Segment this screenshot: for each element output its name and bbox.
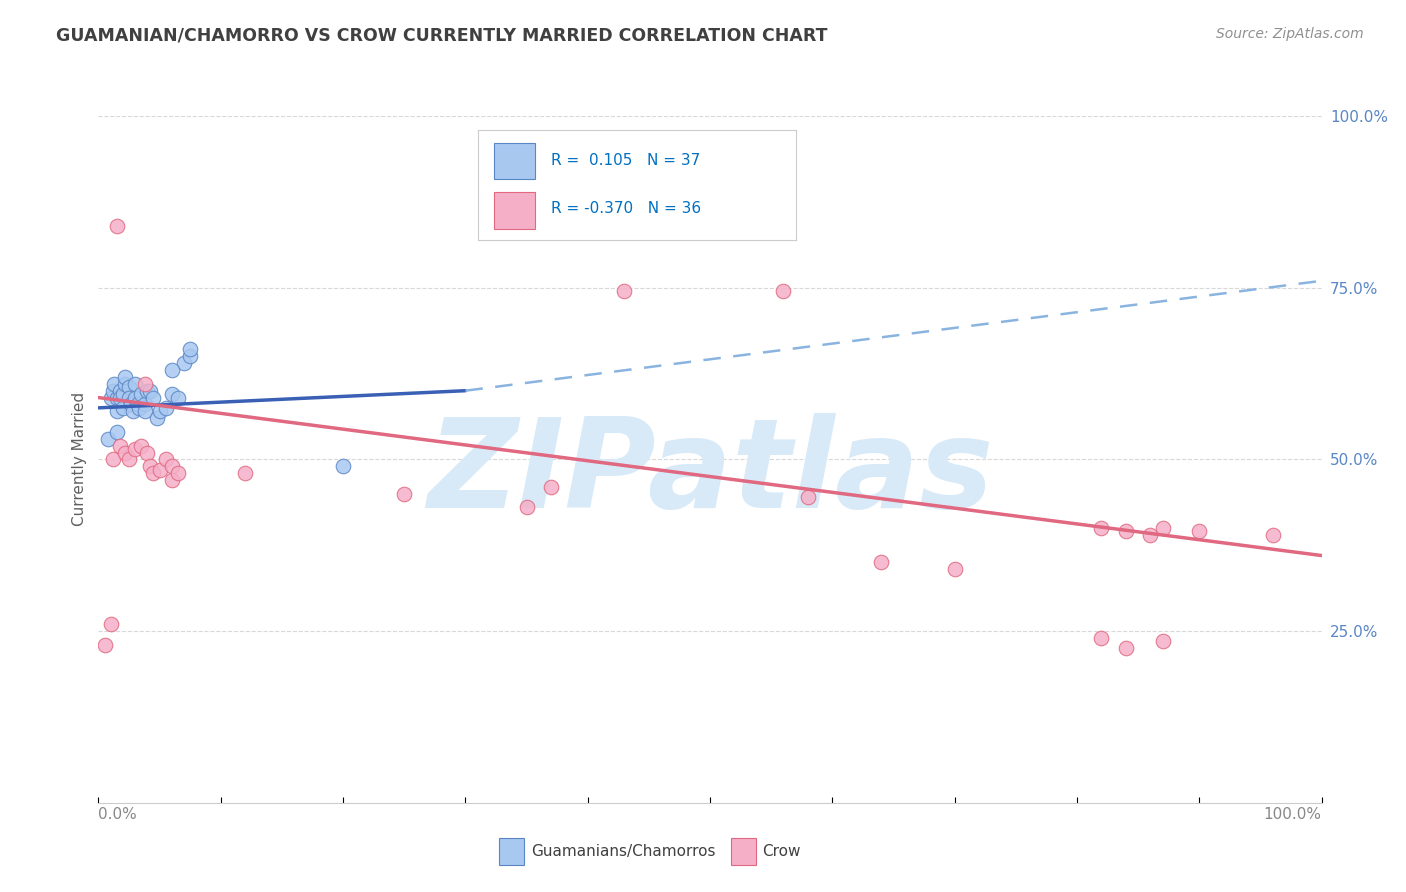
Point [111, 387, 134, 401]
Point [110, 384, 132, 398]
Point [97, 432, 120, 446]
Point [114, 370, 136, 384]
Point [139, 384, 162, 398]
Point [110, 391, 132, 405]
Point [613, 284, 636, 298]
Point [233, 466, 256, 480]
Point [160, 387, 183, 401]
Point [114, 445, 136, 459]
Point [114, 376, 136, 391]
Point [772, 284, 794, 298]
Text: GUAMANIAN/CHAMORRO VS CROW CURRENTLY MARRIED CORRELATION CHART: GUAMANIAN/CHAMORRO VS CROW CURRENTLY MAR… [56, 27, 828, 45]
Point [1152, 521, 1174, 535]
Point [136, 384, 159, 398]
Text: Crow: Crow [762, 845, 800, 859]
Point [129, 439, 152, 453]
Point [1188, 524, 1211, 539]
Point [392, 487, 416, 501]
Point [155, 452, 177, 467]
Text: 0.0%: 0.0% [98, 807, 138, 822]
Point [173, 356, 195, 370]
Text: ZIPatlas: ZIPatlas [427, 413, 993, 533]
Point [100, 391, 122, 405]
Point [540, 480, 562, 494]
Point [110, 439, 132, 453]
Point [149, 463, 172, 477]
Point [124, 376, 146, 391]
Point [118, 452, 141, 467]
Point [139, 459, 162, 474]
Point [118, 391, 141, 405]
Point [134, 404, 156, 418]
Point [167, 466, 190, 480]
Point [124, 442, 146, 456]
Point [127, 397, 149, 411]
Point [179, 343, 201, 357]
Point [105, 391, 128, 405]
Point [105, 404, 128, 418]
Point [118, 380, 141, 394]
Point [142, 391, 165, 405]
Point [1115, 524, 1137, 539]
Point [1090, 631, 1112, 645]
Point [101, 452, 124, 467]
Point [105, 425, 128, 439]
Point [103, 376, 125, 391]
Text: Source: ZipAtlas.com: Source: ZipAtlas.com [1216, 27, 1364, 41]
Point [120, 397, 142, 411]
Point [1115, 641, 1137, 656]
Point [179, 350, 201, 364]
Y-axis label: Currently Married: Currently Married [72, 392, 87, 526]
Point [142, 466, 165, 480]
Point [160, 363, 183, 377]
Point [1152, 634, 1174, 648]
Point [1139, 528, 1161, 542]
Point [146, 411, 169, 425]
Point [515, 500, 537, 515]
Point [160, 459, 183, 474]
Point [870, 555, 893, 570]
Point [100, 617, 122, 632]
Point [1261, 528, 1284, 542]
Point [124, 391, 146, 405]
Point [136, 445, 159, 459]
Point [332, 459, 354, 474]
Point [111, 401, 134, 415]
Point [134, 397, 156, 411]
Point [943, 562, 966, 576]
Point [101, 384, 124, 398]
Point [121, 404, 143, 418]
Point [1090, 521, 1112, 535]
Point [167, 391, 190, 405]
Text: Guamanians/Chamorros: Guamanians/Chamorros [531, 845, 716, 859]
Point [160, 473, 183, 487]
Point [105, 219, 128, 233]
Point [797, 490, 820, 504]
Point [134, 376, 156, 391]
Point [128, 401, 150, 415]
Text: 100.0%: 100.0% [1264, 807, 1322, 822]
Point [93, 638, 115, 652]
Point [129, 387, 152, 401]
Point [155, 401, 177, 415]
Point [149, 404, 172, 418]
